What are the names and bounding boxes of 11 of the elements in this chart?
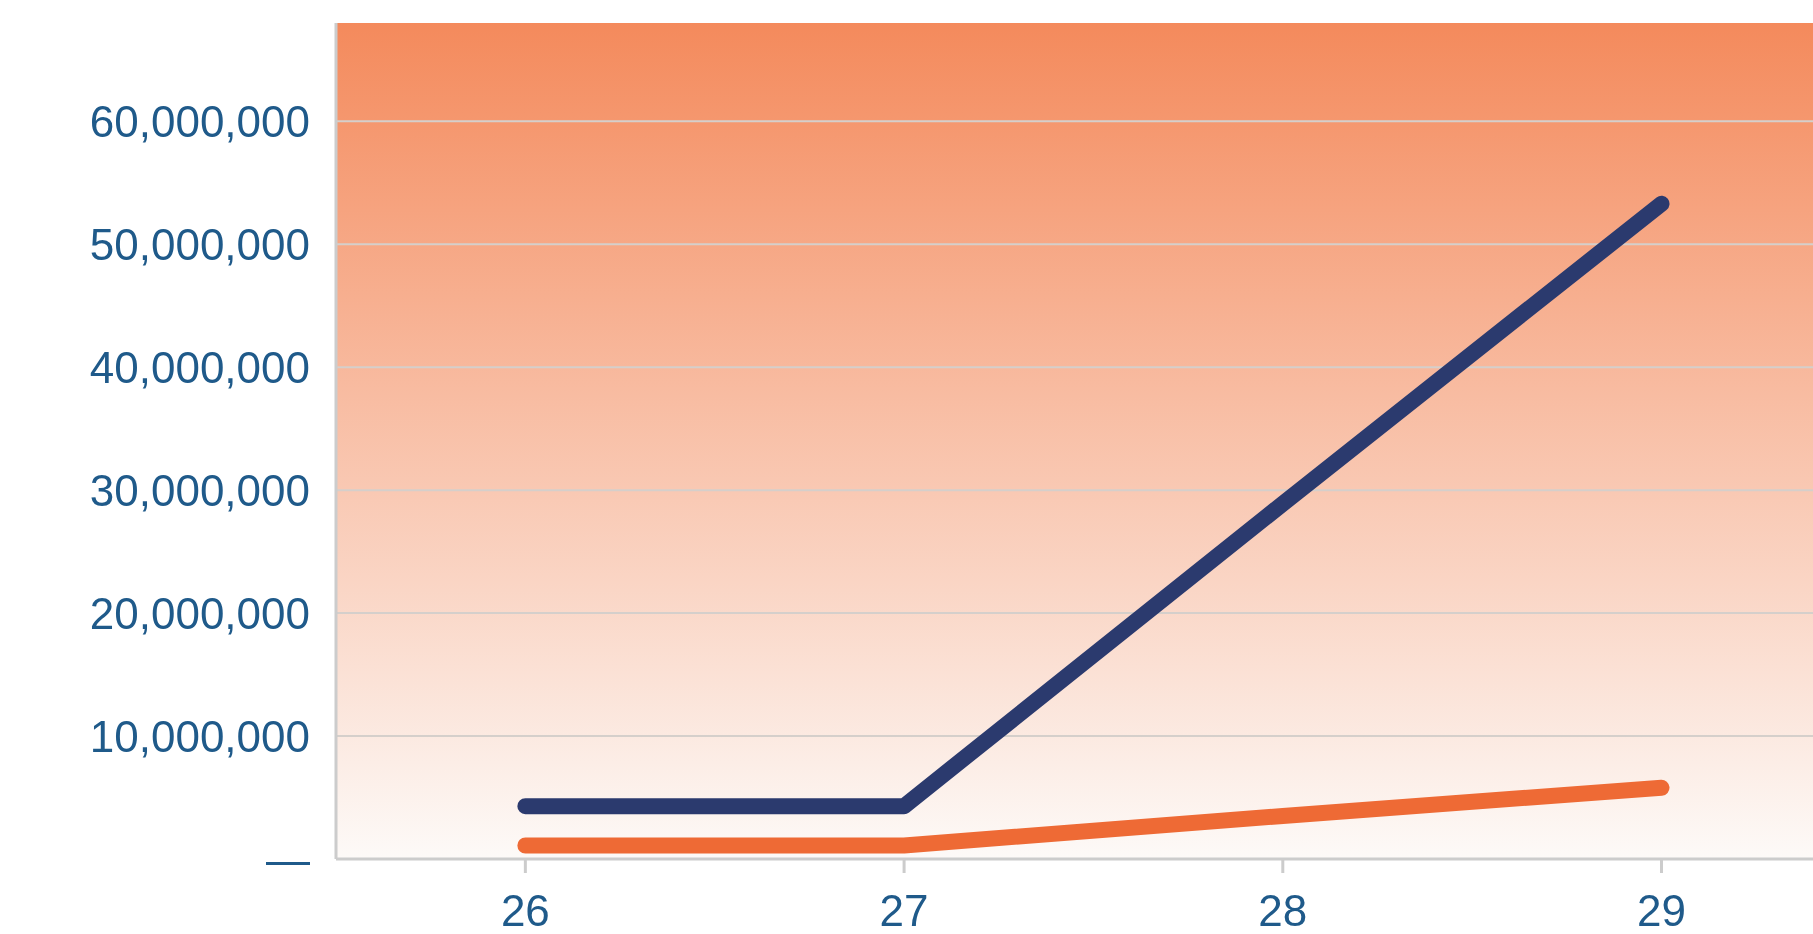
y-tick-label: 30,000,000: [89, 465, 310, 515]
x-tick-label: 28: [1258, 886, 1308, 934]
x-tick-label: 27: [879, 886, 929, 934]
x-tick-label: 29: [1637, 886, 1686, 934]
y-tick-label: 60,000,000: [89, 96, 310, 146]
y-tick-label: 20,000,000: [89, 588, 310, 638]
y-tick-label: 50,000,000: [89, 219, 310, 269]
y-tick-label: 10,000,000: [89, 711, 310, 761]
x-tick-label: 26: [500, 886, 550, 934]
y-tick-label: —: [266, 834, 310, 884]
y-tick-label: 40,000,000: [89, 342, 310, 392]
